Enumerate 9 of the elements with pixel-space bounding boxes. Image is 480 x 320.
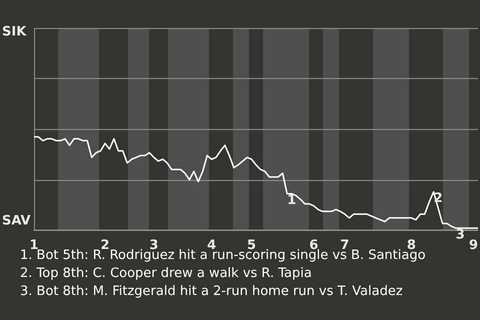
text: 3. Bot 8th: M. Fitzgerald hit a 2-run home run vs T. Valadez: [20, 283, 404, 301]
text: 2. Top 8th: C. Cooper drew a walk vs R. Tapia: [20, 265, 313, 283]
x-tick-label: 2: [100, 238, 110, 254]
x-tick-label: 1: [29, 238, 39, 254]
ref-line-label: SAV: [2, 213, 31, 228]
ref-line-label: SIK: [2, 24, 28, 40]
x-tick-label: 9: [469, 238, 478, 254]
annotation: 1: [287, 193, 296, 208]
annotation: 3: [456, 228, 465, 243]
